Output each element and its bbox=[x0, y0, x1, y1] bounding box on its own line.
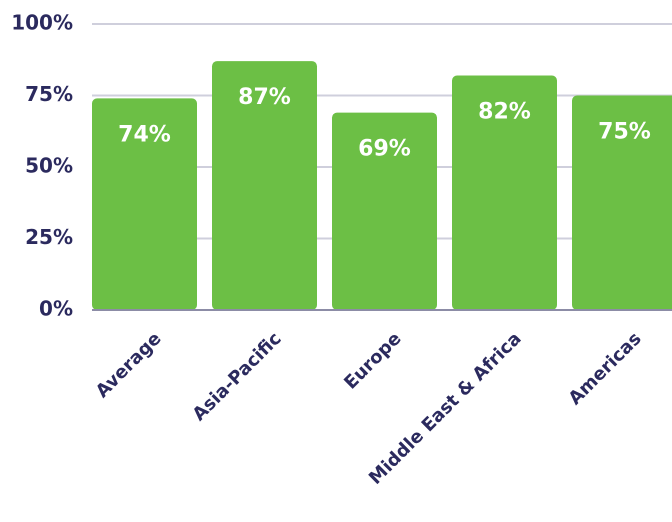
bar bbox=[572, 95, 672, 310]
x-tick-label: Asia-Pacific bbox=[189, 328, 286, 425]
value-label: 69% bbox=[358, 137, 411, 162]
bar bbox=[452, 75, 557, 310]
y-tick-label: 25% bbox=[25, 225, 73, 249]
y-tick-label: 100% bbox=[11, 11, 73, 35]
y-tick-label: 0% bbox=[39, 297, 73, 321]
value-label: 74% bbox=[118, 122, 171, 147]
x-tick-label: Americas bbox=[565, 328, 646, 409]
x-tick-label: Europe bbox=[340, 328, 405, 393]
x-tick-label: Average bbox=[92, 328, 166, 402]
value-label: 87% bbox=[238, 85, 291, 110]
y-tick-label: 75% bbox=[25, 82, 73, 106]
y-tick-label: 50% bbox=[25, 154, 73, 178]
bar bbox=[212, 61, 317, 311]
bar bbox=[332, 112, 437, 310]
bar bbox=[92, 98, 197, 310]
value-label: 82% bbox=[478, 99, 531, 124]
value-label: 75% bbox=[598, 120, 651, 145]
